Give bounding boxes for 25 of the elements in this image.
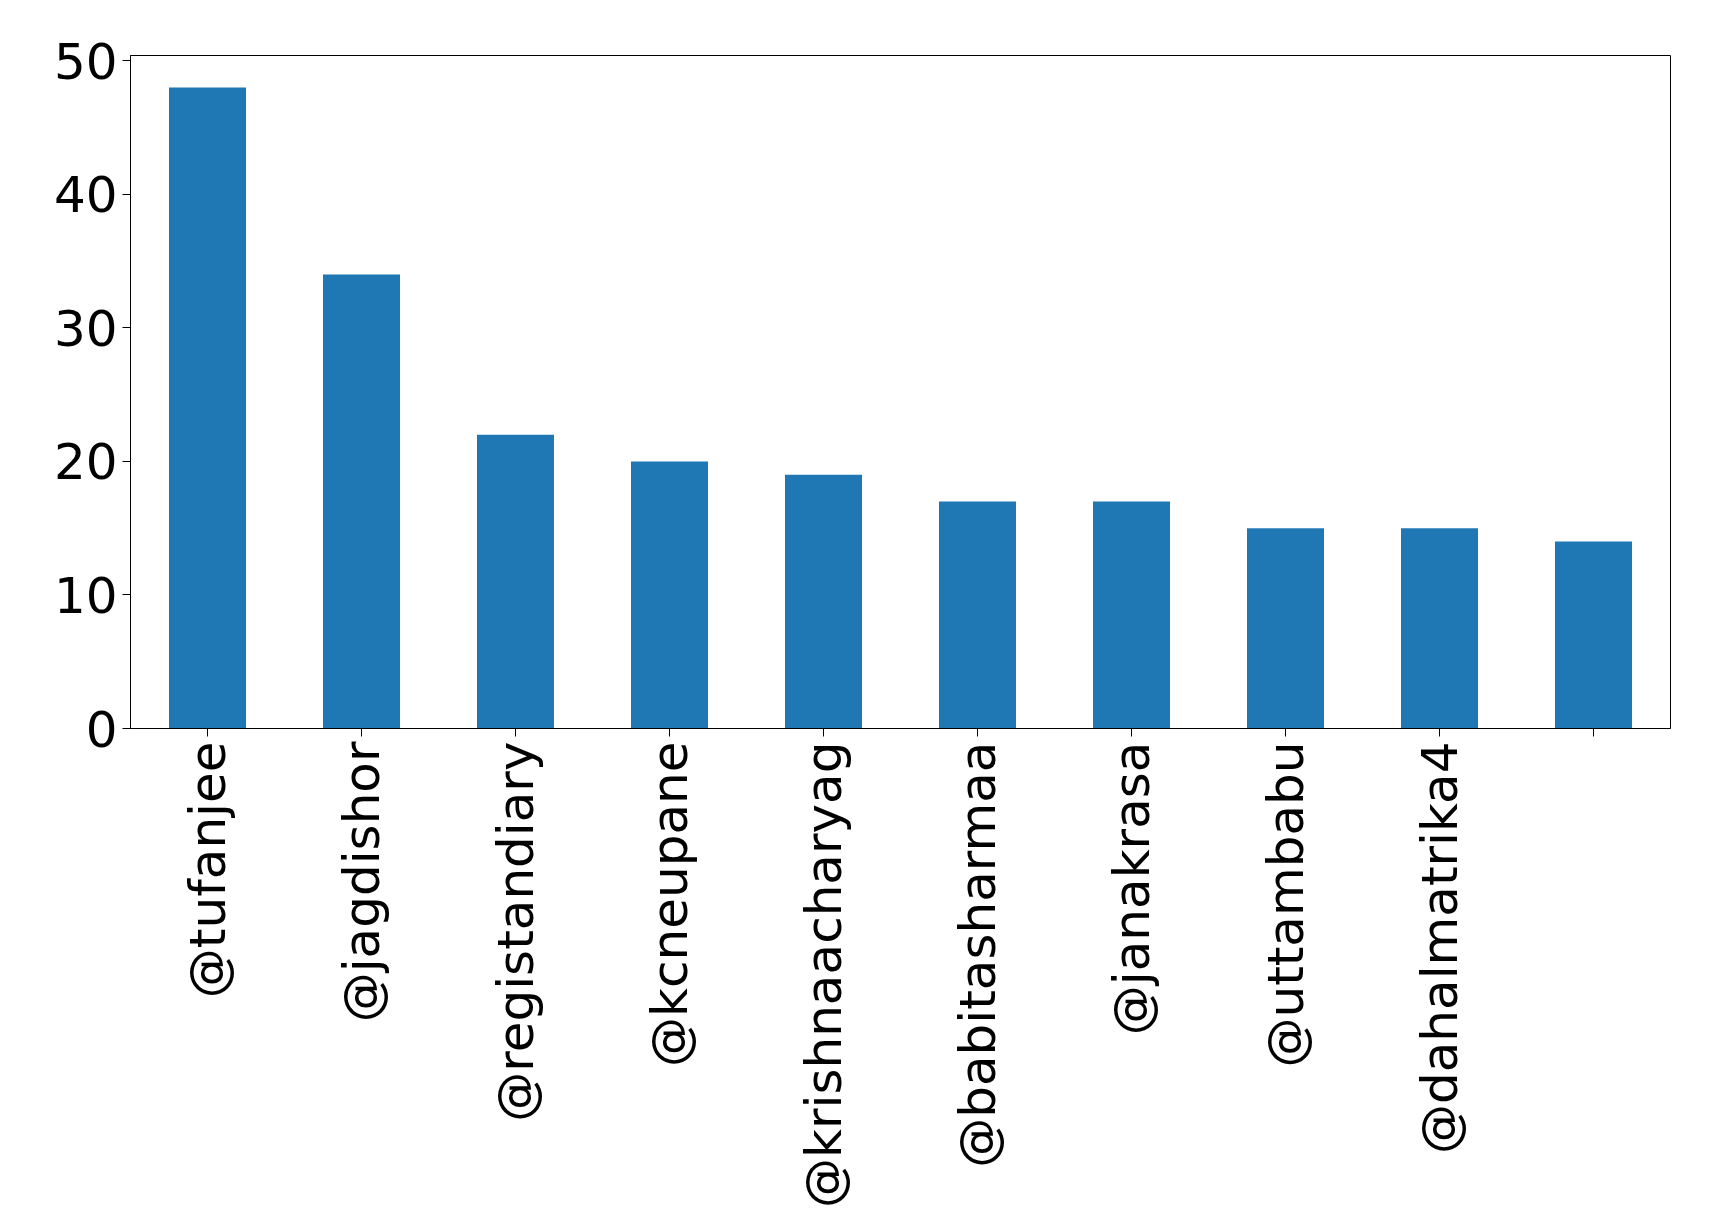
x-tick-label: @janakrasa	[1102, 741, 1161, 1036]
bar	[1555, 541, 1632, 729]
y-tick-label: 40	[53, 166, 118, 225]
bar	[1247, 528, 1324, 729]
x-tick-label: @registandiary	[486, 741, 545, 1122]
y-tick-label: 0	[85, 700, 118, 759]
bar	[1401, 528, 1478, 729]
bar	[169, 87, 246, 729]
x-tick-label: @kcneupane	[640, 741, 699, 1067]
x-tick-label: @tufanjee	[178, 741, 237, 999]
y-tick-label: 10	[53, 566, 118, 625]
x-tick-label: @krishnaacharyag	[794, 741, 853, 1208]
x-tick-label: @jagdishor	[332, 741, 391, 1023]
x-tick-label: @uttambabu	[1256, 741, 1315, 1068]
x-tick-label: @dahalmatrika4	[1410, 741, 1469, 1155]
x-tick-label: @babitasharmaa	[948, 741, 1007, 1168]
y-tick-label: 20	[53, 433, 118, 492]
bar	[631, 461, 708, 729]
bar	[1093, 501, 1170, 729]
y-tick-label: 30	[53, 299, 118, 358]
bar	[939, 501, 1016, 729]
bar	[785, 474, 862, 729]
bar	[477, 434, 554, 729]
y-tick-label: 50	[53, 32, 118, 91]
bar	[323, 274, 400, 729]
